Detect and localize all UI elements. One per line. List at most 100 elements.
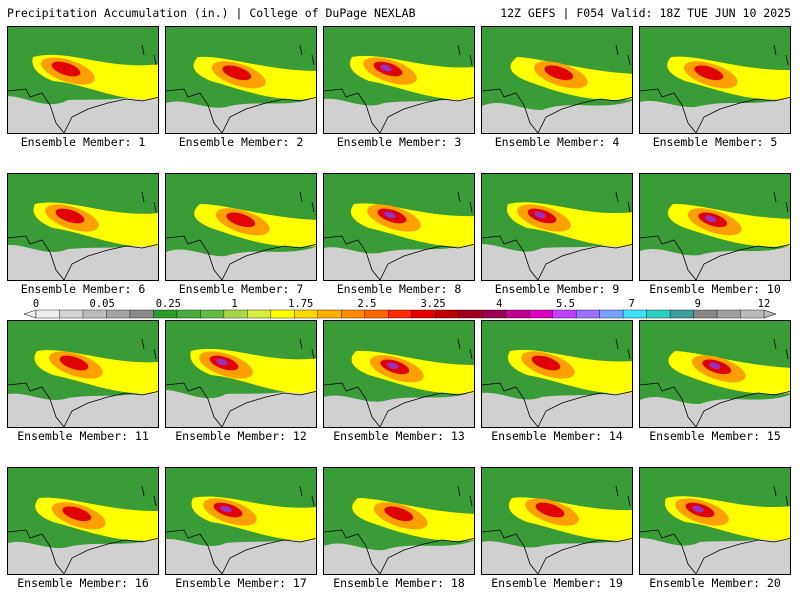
colorbar-bin <box>317 309 342 319</box>
colorbar-tick-label: 2.5 <box>357 298 376 310</box>
ensemble-member-label: Ensemble Member: 16 <box>17 576 149 590</box>
colorbar-tick-label: 0.05 <box>90 298 115 310</box>
colorbar-tick-label: 5.5 <box>556 298 575 310</box>
precip-field <box>640 468 790 574</box>
coastline <box>8 88 158 133</box>
map-title: Precipitation Accumulation (in.) | Colle… <box>7 6 416 20</box>
colorbar-bin <box>341 309 366 319</box>
ensemble-member-label: Ensemble Member: 11 <box>17 429 149 443</box>
ensemble-member-label: Ensemble Member: 10 <box>649 282 781 296</box>
ensemble-member-label: Ensemble Member: 9 <box>494 282 620 296</box>
coastline <box>8 382 158 427</box>
ensemble-member-label: Ensemble Member: 12 <box>175 429 307 443</box>
coastline <box>482 382 632 427</box>
precip-field <box>166 174 316 280</box>
run-valid-time: 12Z GEFS | F054 Valid: 18Z TUE JUN 10 20… <box>500 6 791 20</box>
precip-field <box>166 468 316 574</box>
colorbar-bin <box>622 309 648 319</box>
ensemble-member-9-map <box>481 173 633 281</box>
colorbar-tick-label: 9 <box>695 298 701 310</box>
precip-field <box>8 468 158 574</box>
ensemble-member-2-map <box>165 26 317 134</box>
ensemble-member-label: Ensemble Member: 4 <box>494 135 620 149</box>
colorbar-bin <box>35 309 60 319</box>
colorbar-bin <box>364 309 389 319</box>
colorbar-bin <box>411 309 436 319</box>
ensemble-member-label: Ensemble Member: 5 <box>652 135 778 149</box>
precip-field <box>482 174 632 280</box>
ensemble-member-8-map <box>323 173 475 281</box>
colorbar-bin <box>153 309 178 319</box>
precip-field <box>8 321 158 427</box>
coastline <box>166 382 316 427</box>
precip-field <box>324 27 474 133</box>
precip-field <box>482 321 632 427</box>
colorbar-min-arrow <box>23 309 37 319</box>
ensemble-member-label: Ensemble Member: 3 <box>336 135 462 149</box>
colorbar-bin <box>669 309 695 319</box>
ensemble-member-13-map <box>323 320 475 428</box>
ensemble-member-11-map <box>7 320 159 428</box>
colorbar-bin <box>646 309 671 319</box>
colorbar-bin <box>59 309 84 319</box>
colorbar-bin <box>481 309 507 319</box>
coastline <box>324 88 474 133</box>
colorbar-tick-label: 0.25 <box>156 298 181 310</box>
colorbar-max-arrow <box>763 309 777 319</box>
coastline <box>640 382 790 427</box>
colorbar-bin <box>693 309 718 319</box>
ensemble-member-label: Ensemble Member: 1 <box>20 135 146 149</box>
colorbar-tick-label: 4 <box>496 298 502 310</box>
precip-field <box>324 174 474 280</box>
coastline <box>8 529 158 574</box>
colorbar-tick-label: 1.75 <box>288 298 313 310</box>
colorbar-bin <box>716 309 742 319</box>
colorbar-bin <box>270 309 295 319</box>
colorbar-bin <box>552 309 577 319</box>
coastline <box>640 88 790 133</box>
precip-field <box>482 468 632 574</box>
precip-field <box>482 27 632 133</box>
precip-field <box>324 468 474 574</box>
colorbar-bin <box>505 309 530 319</box>
coastline <box>640 235 790 280</box>
coastline <box>640 529 790 574</box>
ensemble-member-label: Ensemble Member: 18 <box>333 576 465 590</box>
ensemble-member-6-map <box>7 173 159 281</box>
ensemble-member-3-map <box>323 26 475 134</box>
precip-field <box>166 27 316 133</box>
colorbar-bin <box>458 309 483 319</box>
colorbar-bin <box>575 309 601 319</box>
ensemble-member-18-map <box>323 467 475 575</box>
ensemble-member-19-map <box>481 467 633 575</box>
colorbar-tick-label: 1 <box>231 298 237 310</box>
ensemble-member-label: Ensemble Member: 17 <box>175 576 307 590</box>
colorbar-bin <box>740 309 765 319</box>
ensemble-member-12-map <box>165 320 317 428</box>
ensemble-member-label: Ensemble Member: 13 <box>333 429 465 443</box>
coastline <box>324 235 474 280</box>
ensemble-member-5-map <box>639 26 791 134</box>
precip-colorbar: 0 0.05 0.25 1 1.75 2.5 3.25 4 5.5 7 9 12 <box>23 298 777 319</box>
colorbar-bin <box>129 309 154 319</box>
ensemble-member-17-map <box>165 467 317 575</box>
colorbar-tick-label: 12 <box>758 298 771 310</box>
ensemble-member-label: Ensemble Member: 14 <box>491 429 623 443</box>
precip-field <box>166 321 316 427</box>
colorbar-bin <box>200 309 225 319</box>
precip-field <box>8 174 158 280</box>
ensemble-member-label: Ensemble Member: 2 <box>178 135 304 149</box>
coastline <box>482 88 632 133</box>
ensemble-member-20-map <box>639 467 791 575</box>
coastline <box>324 529 474 574</box>
ensemble-member-label: Ensemble Member: 19 <box>491 576 623 590</box>
ensemble-member-16-map <box>7 467 159 575</box>
coastline <box>482 529 632 574</box>
colorbar-bin <box>294 309 319 319</box>
colorbar-bin <box>82 309 107 319</box>
coastline <box>166 88 316 133</box>
ensemble-member-label: Ensemble Member: 15 <box>649 429 781 443</box>
precip-field <box>640 27 790 133</box>
colorbar-bin <box>388 309 413 319</box>
colorbar-bin <box>106 309 131 319</box>
